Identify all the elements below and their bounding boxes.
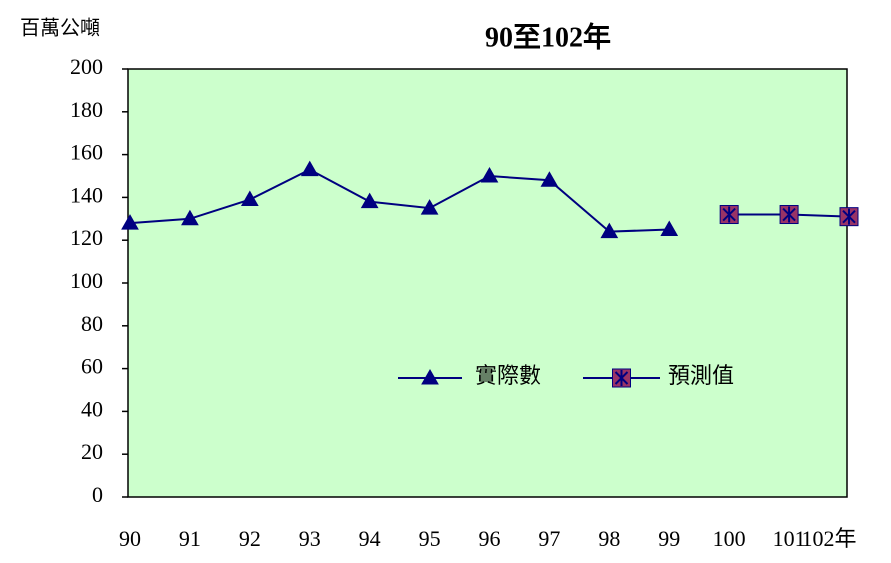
y-tick-label: 0 bbox=[92, 482, 103, 507]
x-tick-label: 101 bbox=[773, 526, 806, 551]
y-tick-label: 120 bbox=[70, 225, 103, 250]
legend-label: 預測值 bbox=[668, 363, 734, 388]
y-tick-label: 160 bbox=[70, 140, 103, 165]
marker-part bbox=[722, 206, 736, 223]
chart-title: 90至102年 bbox=[485, 20, 611, 53]
marker bbox=[181, 209, 199, 226]
marker bbox=[719, 205, 739, 225]
x-tick-label: 93 bbox=[299, 526, 321, 551]
y-tick-label: 40 bbox=[81, 396, 103, 421]
series-line bbox=[129, 168, 670, 233]
legend-label: 實際數 bbox=[475, 363, 541, 388]
x-tick-label: 97 bbox=[538, 526, 560, 551]
y-tick-label: 200 bbox=[70, 54, 103, 79]
plot-area bbox=[127, 68, 848, 498]
y-tick-label: 180 bbox=[70, 97, 103, 122]
marker bbox=[240, 190, 259, 207]
marker bbox=[360, 192, 379, 209]
x-tick-label: 95 bbox=[419, 526, 441, 551]
marker-part bbox=[614, 370, 629, 386]
y-tick-label: 20 bbox=[81, 439, 103, 464]
marker bbox=[540, 171, 559, 187]
marker-part bbox=[782, 206, 796, 223]
y-tick-label: 140 bbox=[70, 182, 103, 207]
x-tick-label: 92 bbox=[239, 526, 261, 551]
x-tick-label: 90 bbox=[119, 526, 141, 551]
marker bbox=[600, 222, 619, 239]
legend-marker bbox=[421, 368, 439, 385]
x-tick-label: 99 bbox=[658, 526, 680, 551]
marker bbox=[839, 207, 859, 227]
marker bbox=[779, 205, 799, 225]
marker bbox=[420, 199, 439, 215]
x-tick-label: 94 bbox=[359, 526, 381, 551]
y-tick-label: 80 bbox=[81, 311, 103, 336]
marker bbox=[300, 160, 319, 177]
x-tick-label: 102年 bbox=[801, 526, 856, 551]
marker bbox=[660, 220, 679, 236]
x-tick-label: 98 bbox=[598, 526, 620, 551]
y-tick-label: 100 bbox=[70, 268, 103, 293]
marker bbox=[480, 166, 499, 183]
y-tick-label: 60 bbox=[81, 354, 103, 379]
marker bbox=[121, 214, 139, 230]
marker-part bbox=[842, 208, 856, 225]
x-tick-label: 96 bbox=[479, 526, 501, 551]
legend-marker bbox=[612, 368, 631, 388]
y-axis-unit: 百萬公噸 bbox=[20, 17, 100, 40]
x-tick-label: 100 bbox=[713, 526, 746, 551]
x-tick-label: 91 bbox=[179, 526, 201, 551]
